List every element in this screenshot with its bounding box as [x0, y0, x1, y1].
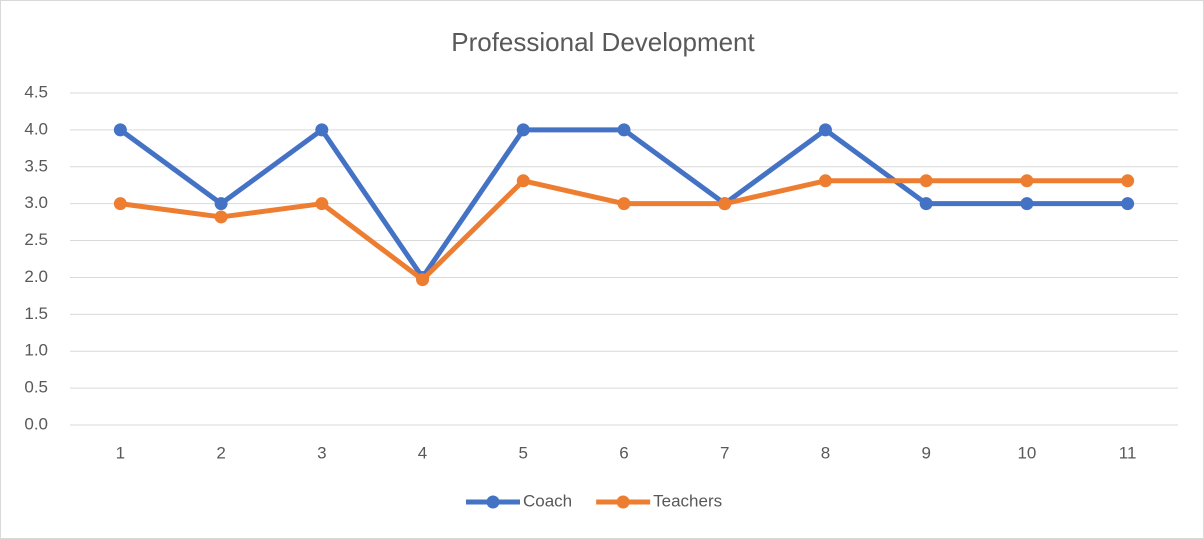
- legend-marker: [616, 495, 630, 509]
- chart-title: Professional Development: [451, 27, 755, 57]
- y-tick-label: 4.0: [24, 119, 48, 138]
- x-tick-label: 9: [921, 443, 930, 462]
- data-point: [617, 123, 631, 137]
- x-tick-label: 1: [116, 443, 125, 462]
- data-point: [315, 123, 329, 137]
- data-point: [919, 197, 933, 211]
- data-point: [1020, 197, 1034, 211]
- data-point: [818, 123, 832, 137]
- data-point: [818, 174, 832, 188]
- x-tick-label: 2: [216, 443, 225, 462]
- data-point: [617, 197, 631, 211]
- y-tick-label: 1.5: [24, 304, 48, 323]
- x-tick-label: 6: [619, 443, 628, 462]
- data-point: [416, 273, 430, 287]
- x-tick-label: 5: [519, 443, 528, 462]
- data-point: [718, 197, 732, 211]
- y-tick-label: 3.0: [24, 193, 48, 212]
- data-point: [113, 197, 127, 211]
- y-tick-label: 2.0: [24, 267, 48, 286]
- legend-label: Teachers: [653, 491, 722, 510]
- x-tick-label: 7: [720, 443, 729, 462]
- data-point: [113, 123, 127, 137]
- y-tick-label: 2.5: [24, 230, 48, 249]
- legend-marker: [486, 495, 500, 509]
- x-tick-label: 11: [1119, 443, 1137, 462]
- data-point: [1121, 174, 1135, 188]
- y-tick-label: 0.5: [24, 378, 48, 397]
- y-tick-label: 4.5: [24, 82, 48, 101]
- x-tick-label: 10: [1017, 443, 1036, 462]
- y-tick-label: 3.5: [24, 156, 48, 175]
- x-tick-label: 8: [821, 443, 830, 462]
- legend-label: Coach: [523, 491, 572, 510]
- data-point: [516, 123, 530, 137]
- data-point: [214, 210, 228, 224]
- data-point: [516, 174, 530, 188]
- y-tick-label: 1.0: [24, 341, 48, 360]
- y-tick-label: 0.0: [24, 414, 48, 433]
- x-tick-label: 4: [418, 443, 427, 462]
- data-point: [1020, 174, 1034, 188]
- x-tick-label: 3: [317, 443, 326, 462]
- data-point: [919, 174, 933, 188]
- data-point: [214, 197, 228, 211]
- data-point: [315, 197, 329, 211]
- data-point: [1121, 197, 1135, 211]
